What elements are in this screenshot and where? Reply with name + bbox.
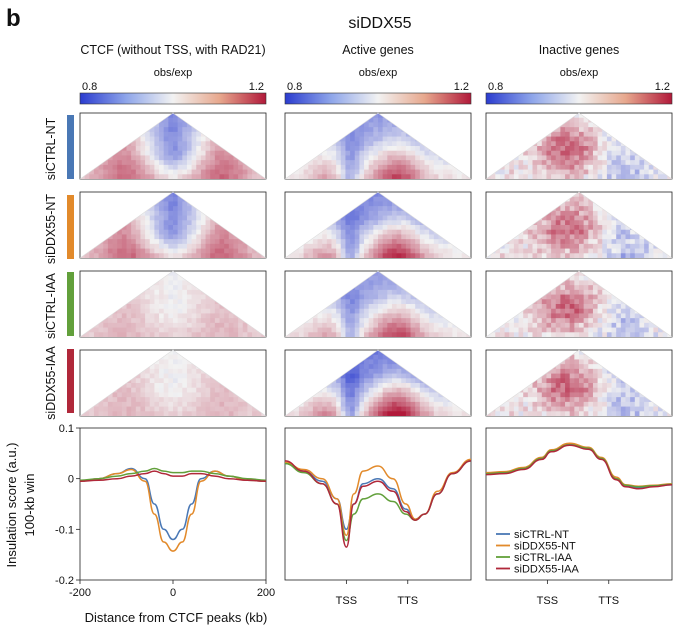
row-label-sictrl-iaa: siCTRL-IAA: [44, 272, 58, 339]
x-tick-label: 0: [170, 587, 176, 599]
x-tick-label: 200: [257, 587, 275, 599]
y-tick-label: -0.2: [55, 575, 74, 587]
figure-title: siDDX55: [348, 15, 411, 32]
legend-entry-sictrl-nt: siCTRL-NT: [514, 529, 569, 541]
colorbar-min-label: 0.8: [82, 81, 97, 93]
colorbar: [284, 92, 472, 105]
y-tick-label: -0.1: [55, 524, 74, 536]
insulation-plots: 0.1 0 -0.1 -0.2-200 0 200 TSS TTS TSS TTS: [55, 423, 673, 607]
plot-frame: [79, 427, 267, 581]
column-title-2: Active genes: [342, 43, 414, 57]
heatmap-2-sictrl-iaa: [284, 270, 472, 338]
row-color-strip: [67, 272, 74, 336]
heatmap-1-sictrl-iaa: [79, 270, 267, 338]
x-tick-label: TSS: [336, 595, 357, 607]
x-tick-label: TTS: [598, 595, 619, 607]
heatmap-grid: [79, 112, 673, 417]
heatmap-1-sictrl-nt: [79, 112, 267, 180]
plot-frame: [485, 427, 673, 581]
colorbar: [79, 92, 267, 105]
column-title-1: CTCF (without TSS, with RAD21): [80, 43, 265, 57]
row-label-sictrl-nt: siCTRL-NT: [44, 117, 58, 180]
row-labels: siCTRL-NT siDDX55-NT siCTRL-IAA siDDX55-IAA: [44, 115, 74, 420]
y-tick-label: 0: [68, 474, 74, 486]
colorbar: [485, 92, 673, 105]
row-color-strip: [67, 349, 74, 413]
column-headers: CTCF (without TSS, with RAD21) obs/exp 0.8…: [79, 43, 673, 105]
colorbar-max-label: 1.2: [249, 81, 264, 93]
row-color-strip: [67, 195, 74, 259]
legend-entry-siddx55-iaa: siDDX55-IAA: [514, 564, 579, 576]
series-line-sictrl-iaa: [79, 467, 267, 481]
heatmap-3-sictrl-nt: [485, 112, 673, 180]
heatmap-1-siddx55-iaa: [79, 349, 267, 417]
x-axis-title: Distance from CTCF peaks (kb): [85, 610, 268, 625]
insulation-panel-3: TSS TTS: [485, 427, 673, 607]
series-line-sictrl-iaa: [485, 443, 673, 488]
y-axis-title: Insulation score (a.u.): [4, 442, 19, 567]
heatmap-2-siddx55-nt: [284, 191, 472, 259]
column-title-3: Inactive genes: [539, 43, 620, 57]
heatmap-2-siddx55-iaa: [284, 349, 472, 417]
heatmap-1-siddx55-nt: [79, 191, 267, 259]
x-tick-label: TSS: [537, 595, 558, 607]
insulation-panel-1: 0.1 0 -0.1 -0.2-200 0 200: [55, 423, 275, 599]
x-tick-label: TTS: [397, 595, 418, 607]
legend-entry-sictrl-iaa: siCTRL-IAA: [514, 552, 573, 564]
y-tick-label: 0.1: [59, 423, 74, 435]
heatmap-3-sictrl-iaa: [485, 270, 673, 338]
panel-label: b: [6, 5, 21, 32]
row-color-strip: [67, 115, 74, 179]
insulation-panel-2: TSS TTS: [284, 427, 472, 607]
heatmap-3-siddx55-iaa: [485, 349, 673, 417]
heatmap-3-siddx55-nt: [485, 191, 673, 259]
legend-entry-siddx55-nt: siDDX55-NT: [514, 541, 576, 553]
colorbar-min-label: 0.8: [488, 81, 503, 93]
heatmap-2-sictrl-nt: [284, 112, 472, 180]
series-line-siddx55-iaa: [485, 444, 673, 490]
series-line-siddx55-iaa: [284, 460, 472, 548]
colorbar-min-label: 0.8: [287, 81, 302, 93]
series-line-siddx55-nt: [284, 458, 472, 537]
y-axis-title-sub: 100-kb win: [22, 474, 37, 537]
series-line-siddx55-iaa: [79, 470, 267, 482]
colorbar-max-label: 1.2: [454, 81, 469, 93]
plot-frame: [284, 427, 472, 581]
colorbar-label: obs/exp: [560, 67, 599, 79]
colorbar-max-label: 1.2: [655, 81, 670, 93]
row-label-siddx55-iaa: siDDX55-IAA: [44, 346, 58, 420]
x-tick-label: -200: [69, 587, 91, 599]
row-label-siddx55-nt: siDDX55-NT: [44, 194, 58, 265]
colorbar-label: obs/exp: [359, 67, 398, 79]
colorbar-label: obs/exp: [154, 67, 193, 79]
